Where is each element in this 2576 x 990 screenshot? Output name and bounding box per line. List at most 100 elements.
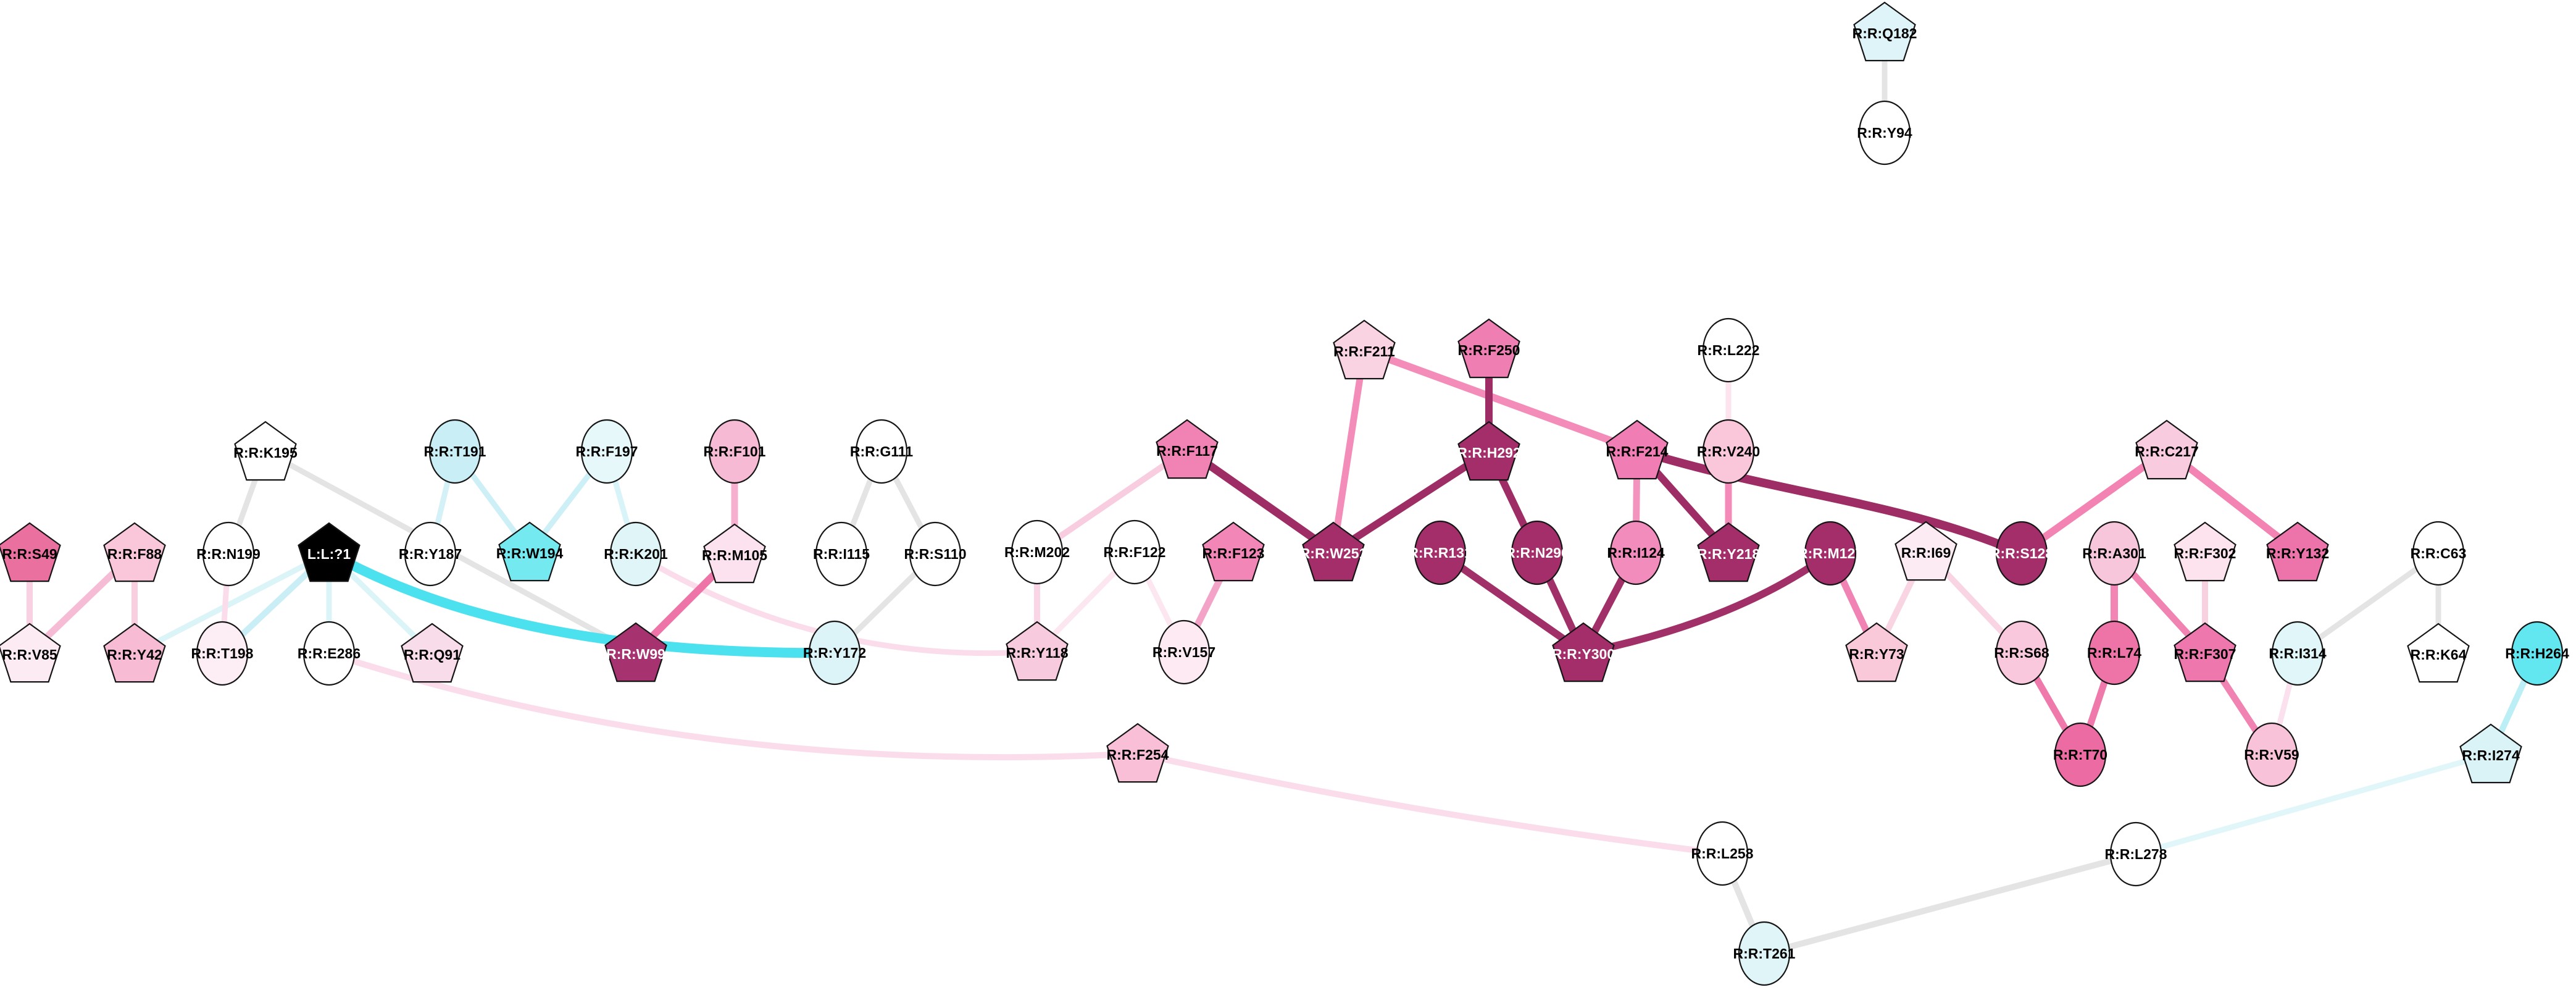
residue-pentagon[interactable] [2174,521,2236,582]
residue-circle[interactable] [1011,519,1064,585]
residue-pentagon[interactable] [234,421,297,481]
residue-pentagon[interactable] [0,623,61,683]
node-H292[interactable]: R:R:H292 [1457,421,1521,481]
residue-circle[interactable] [1696,821,1749,886]
node-T70[interactable]: R:R:T70 [2053,722,2107,787]
residue-circle[interactable] [1108,519,1161,585]
residue-pentagon[interactable] [1697,522,1760,582]
residue-pentagon[interactable] [401,623,464,683]
residue-pentagon[interactable] [604,622,667,682]
residue-circle[interactable] [2088,620,2141,686]
node-Y42[interactable]: R:R:Y42 [103,623,166,683]
residue-pentagon[interactable] [2407,623,2470,683]
residue-pentagon[interactable] [103,623,166,683]
residue-circle[interactable] [1702,419,1755,484]
node-C63[interactable]: R:R:C63 [2411,521,2467,586]
residue-circle[interactable] [2245,722,2298,787]
node-L222[interactable]: R:R:L222 [1698,317,1760,383]
residue-circle[interactable] [909,521,962,587]
residue-circle[interactable] [2412,521,2465,586]
residue-pentagon[interactable] [1302,521,1365,582]
residue-pentagon[interactable] [1106,723,1169,783]
residue-circle[interactable] [196,621,249,686]
node-F254[interactable]: R:R:F254 [1106,723,1169,783]
residue-circle[interactable] [2054,722,2107,787]
residue-circle[interactable] [428,419,481,484]
residue-circle[interactable] [2109,821,2162,887]
residue-pentagon[interactable] [1156,419,1219,479]
node-Y73[interactable]: R:R:Y73 [1845,622,1908,682]
residue-pentagon[interactable] [2459,723,2522,784]
residue-circle[interactable] [580,419,633,484]
node-V157[interactable]: R:R:V157 [1153,619,1215,685]
node-E286[interactable]: R:R:E286 [298,621,361,686]
node-F211[interactable]: R:R:F211 [1333,319,1396,380]
residue-pentagon[interactable] [1202,521,1265,582]
node-K195[interactable]: R:R:K195 [233,421,298,481]
node-F88[interactable]: R:R:F88 [103,522,166,582]
residue-pentagon[interactable] [703,523,766,584]
residue-circle[interactable] [302,621,356,686]
node-Q182[interactable]: R:R:Q182 [1853,1,1917,62]
node-M202[interactable]: R:R:M202 [1004,519,1070,585]
node-I274[interactable]: R:R:I274 [2459,723,2522,784]
residue-circle[interactable] [404,521,457,587]
node-I314[interactable]: R:R:I314 [2269,621,2327,686]
node-G111[interactable]: R:R:G111 [850,419,913,484]
node-Y94[interactable]: R:R:Y94 [1857,100,1912,166]
residue-circle[interactable] [2511,621,2564,686]
residue-circle[interactable] [1511,520,1564,585]
residue-circle[interactable] [1995,521,2048,586]
residue-pentagon[interactable] [1006,621,1069,681]
node-L74[interactable]: R:R:L74 [2087,620,2141,686]
residue-pentagon[interactable] [2266,521,2329,582]
node-T261[interactable]: R:R:T261 [1733,921,1796,986]
node-M127[interactable]: R:R:M127 [1798,521,1863,586]
residue-pentagon[interactable] [1845,622,1908,682]
node-W194[interactable]: R:R:W194 [496,521,564,582]
residue-pentagon[interactable] [1457,318,1520,379]
residue-pentagon[interactable] [1853,1,1916,62]
node-L278[interactable]: R:R:L278 [2105,821,2167,887]
node-N199[interactable]: R:R:N199 [196,521,261,587]
residue-circle[interactable] [1804,521,1857,586]
node-S128[interactable]: R:R:S128 [1990,521,2053,586]
residue-circle[interactable] [1702,317,1755,383]
node-F101[interactable]: R:R:F101 [704,419,766,484]
residue-circle[interactable] [2271,621,2324,686]
node-R131[interactable]: R:R:R131 [1408,520,1472,585]
residue-pentagon[interactable] [2135,419,2198,480]
node-K64[interactable]: R:R:K64 [2407,623,2470,683]
node-F302[interactable]: R:R:F302 [2174,521,2236,582]
node-F197[interactable]: R:R:F197 [576,419,638,484]
residue-pentagon[interactable] [103,522,166,582]
residue-circle[interactable] [202,521,255,587]
residue-pentagon[interactable] [1457,421,1520,481]
residue-pentagon[interactable] [1333,319,1396,380]
node-V59[interactable]: R:R:V59 [2244,722,2299,787]
residue-circle[interactable] [1609,520,1662,585]
residue-circle[interactable] [1858,100,1911,166]
node-F117[interactable]: R:R:F117 [1156,419,1219,479]
residue-pentagon[interactable] [0,522,61,582]
node-F214[interactable]: R:R:F214 [1606,419,1669,480]
residue-circle[interactable] [2088,521,2141,586]
node-I124[interactable]: R:R:I124 [1607,520,1665,585]
node-L258[interactable]: R:R:L258 [1691,821,1754,886]
node-F123[interactable]: R:R:F123 [1202,521,1265,582]
node-T191[interactable]: R:R:T191 [424,419,486,484]
residue-pentagon[interactable] [2174,622,2236,682]
node-S49[interactable]: R:R:S49 [0,522,61,582]
residue-circle[interactable] [708,419,761,484]
residue-circle[interactable] [1738,921,1791,986]
residue-pentagon[interactable] [1606,419,1669,480]
node-K201[interactable]: R:R:K201 [604,521,668,587]
node-Y300[interactable]: R:R:Y300 [1552,622,1615,682]
node-LIG1[interactable]: L:L:?1 [298,522,361,582]
node-I115[interactable]: R:R:I115 [813,521,870,587]
residue-circle[interactable] [1157,619,1211,685]
residue-circle[interactable] [609,521,662,587]
residue-pentagon[interactable] [1552,622,1615,682]
node-H264[interactable]: R:R:H264 [2505,621,2569,686]
residue-circle[interactable] [1414,520,1467,585]
